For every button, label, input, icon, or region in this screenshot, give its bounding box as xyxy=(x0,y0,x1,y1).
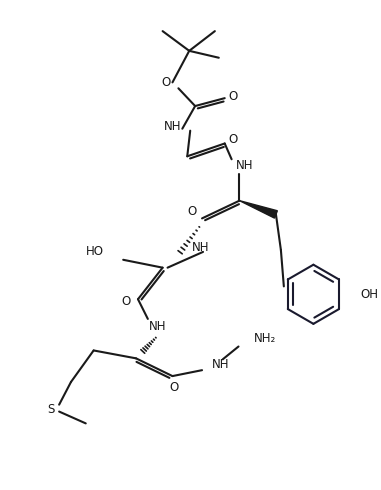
Text: HO: HO xyxy=(85,245,104,258)
Text: O: O xyxy=(228,133,237,146)
Text: O: O xyxy=(161,76,170,89)
Text: O: O xyxy=(187,205,197,218)
Text: O: O xyxy=(170,381,179,394)
Text: NH: NH xyxy=(212,358,229,371)
Text: O: O xyxy=(122,294,131,308)
Text: OH: OH xyxy=(361,288,379,301)
Text: NH₂: NH₂ xyxy=(254,332,277,345)
Text: NH: NH xyxy=(149,320,166,333)
Text: NH: NH xyxy=(164,120,181,133)
Text: NH: NH xyxy=(236,159,253,171)
Text: NH: NH xyxy=(192,242,210,254)
Text: S: S xyxy=(48,403,55,416)
Text: O: O xyxy=(228,90,237,103)
Polygon shape xyxy=(240,200,277,218)
